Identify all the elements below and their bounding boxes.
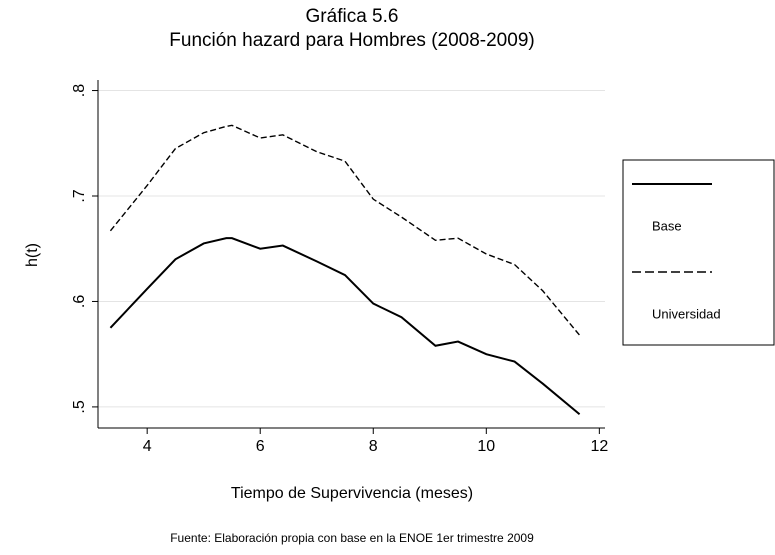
x-tick-label: 10 (477, 438, 495, 455)
legend-label: Base (652, 218, 682, 233)
y-tick-label: .8 (71, 84, 88, 97)
x-tick-label: 8 (369, 438, 378, 455)
series-line (109, 237, 581, 416)
y-tick-label: .7 (71, 189, 88, 202)
y-tick-label: .6 (71, 295, 88, 308)
series-line (109, 124, 581, 336)
y-axis-label: h(t) (24, 243, 41, 267)
x-tick-label: 12 (590, 438, 608, 455)
source-note: Fuente: Elaboración propia con base en l… (170, 531, 534, 545)
y-tick-label: .5 (71, 400, 88, 413)
x-axis-label: Tiempo de Supervivencia (meses) (231, 485, 473, 502)
chart-subtitle: Función hazard para Hombres (2008-2009) (169, 30, 534, 51)
legend-box (622, 159, 775, 346)
x-tick-label: 6 (256, 438, 265, 455)
x-tick-label: 4 (143, 438, 152, 455)
chart-title: Gráfica 5.6 (306, 6, 399, 27)
legend-label: Universidad (652, 306, 721, 321)
